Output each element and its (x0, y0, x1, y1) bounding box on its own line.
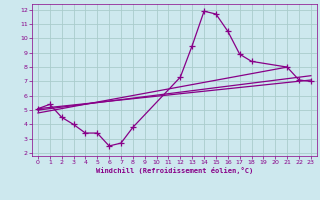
X-axis label: Windchill (Refroidissement éolien,°C): Windchill (Refroidissement éolien,°C) (96, 167, 253, 174)
